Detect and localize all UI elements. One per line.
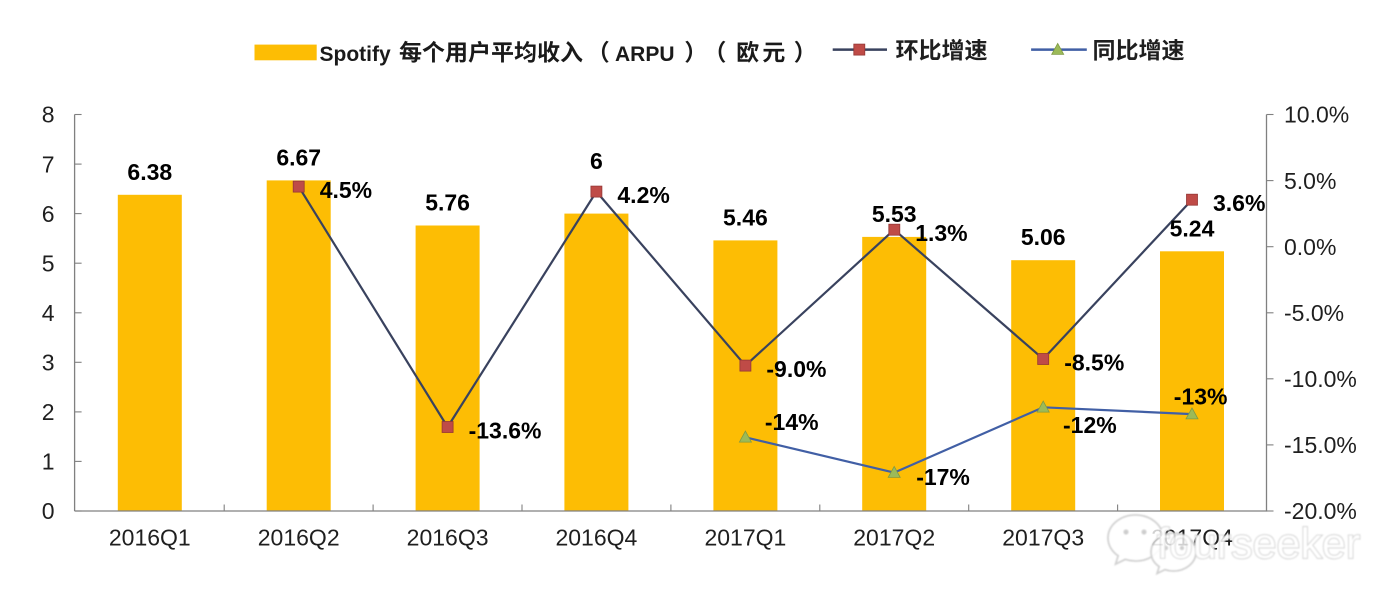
svg-text:5.0%: 5.0% — [1284, 168, 1336, 194]
svg-text:2017Q3: 2017Q3 — [1002, 525, 1084, 551]
svg-text:-13.6%: -13.6% — [469, 418, 542, 444]
svg-text:-9.0%: -9.0% — [766, 356, 826, 382]
svg-text:ARPU: ARPU — [615, 43, 675, 66]
svg-text:2016Q1: 2016Q1 — [109, 525, 191, 551]
svg-text:7: 7 — [42, 151, 55, 177]
svg-text:5.06: 5.06 — [1021, 224, 1066, 250]
svg-text:10.0%: 10.0% — [1284, 102, 1349, 128]
svg-text:2017Q1: 2017Q1 — [704, 525, 786, 551]
svg-text:4: 4 — [42, 300, 55, 326]
svg-text:4.2%: 4.2% — [617, 182, 669, 208]
svg-text:6.38: 6.38 — [127, 159, 172, 185]
svg-text:-12%: -12% — [1063, 412, 1117, 438]
svg-text:-17%: -17% — [916, 464, 970, 490]
svg-text:2016Q4: 2016Q4 — [555, 525, 637, 551]
svg-text:3.6%: 3.6% — [1213, 190, 1265, 216]
svg-text:Spotify: Spotify — [320, 43, 391, 66]
svg-text:5.24: 5.24 — [1170, 215, 1215, 241]
svg-text:5.76: 5.76 — [425, 190, 470, 216]
svg-text:-10.0%: -10.0% — [1284, 366, 1357, 392]
svg-text:2: 2 — [42, 399, 55, 425]
svg-text:-20.0%: -20.0% — [1284, 498, 1357, 524]
svg-text:-14%: -14% — [765, 409, 819, 435]
svg-text:0: 0 — [42, 498, 55, 524]
svg-text:5: 5 — [42, 250, 55, 276]
svg-text:-13%: -13% — [1174, 384, 1228, 410]
svg-text:8: 8 — [42, 102, 55, 128]
svg-text:3: 3 — [42, 350, 55, 376]
svg-text:6: 6 — [590, 148, 603, 174]
svg-text:fourseeker: fourseeker — [1157, 520, 1360, 568]
svg-text:1: 1 — [42, 449, 55, 475]
svg-text:6.67: 6.67 — [276, 144, 321, 170]
svg-text:2017Q2: 2017Q2 — [853, 525, 935, 551]
svg-text:-15.0%: -15.0% — [1284, 432, 1357, 458]
svg-text:4.5%: 4.5% — [320, 177, 372, 203]
svg-text:1.3%: 1.3% — [915, 220, 967, 246]
svg-text:-8.5%: -8.5% — [1064, 350, 1124, 376]
svg-text:2016Q3: 2016Q3 — [407, 525, 489, 551]
svg-text:5.46: 5.46 — [723, 204, 768, 230]
svg-text:-5.0%: -5.0% — [1284, 300, 1344, 326]
svg-text:2016Q2: 2016Q2 — [258, 525, 340, 551]
svg-text:0.0%: 0.0% — [1284, 234, 1336, 260]
svg-text:6: 6 — [42, 201, 55, 227]
svg-text:5.53: 5.53 — [872, 201, 917, 227]
